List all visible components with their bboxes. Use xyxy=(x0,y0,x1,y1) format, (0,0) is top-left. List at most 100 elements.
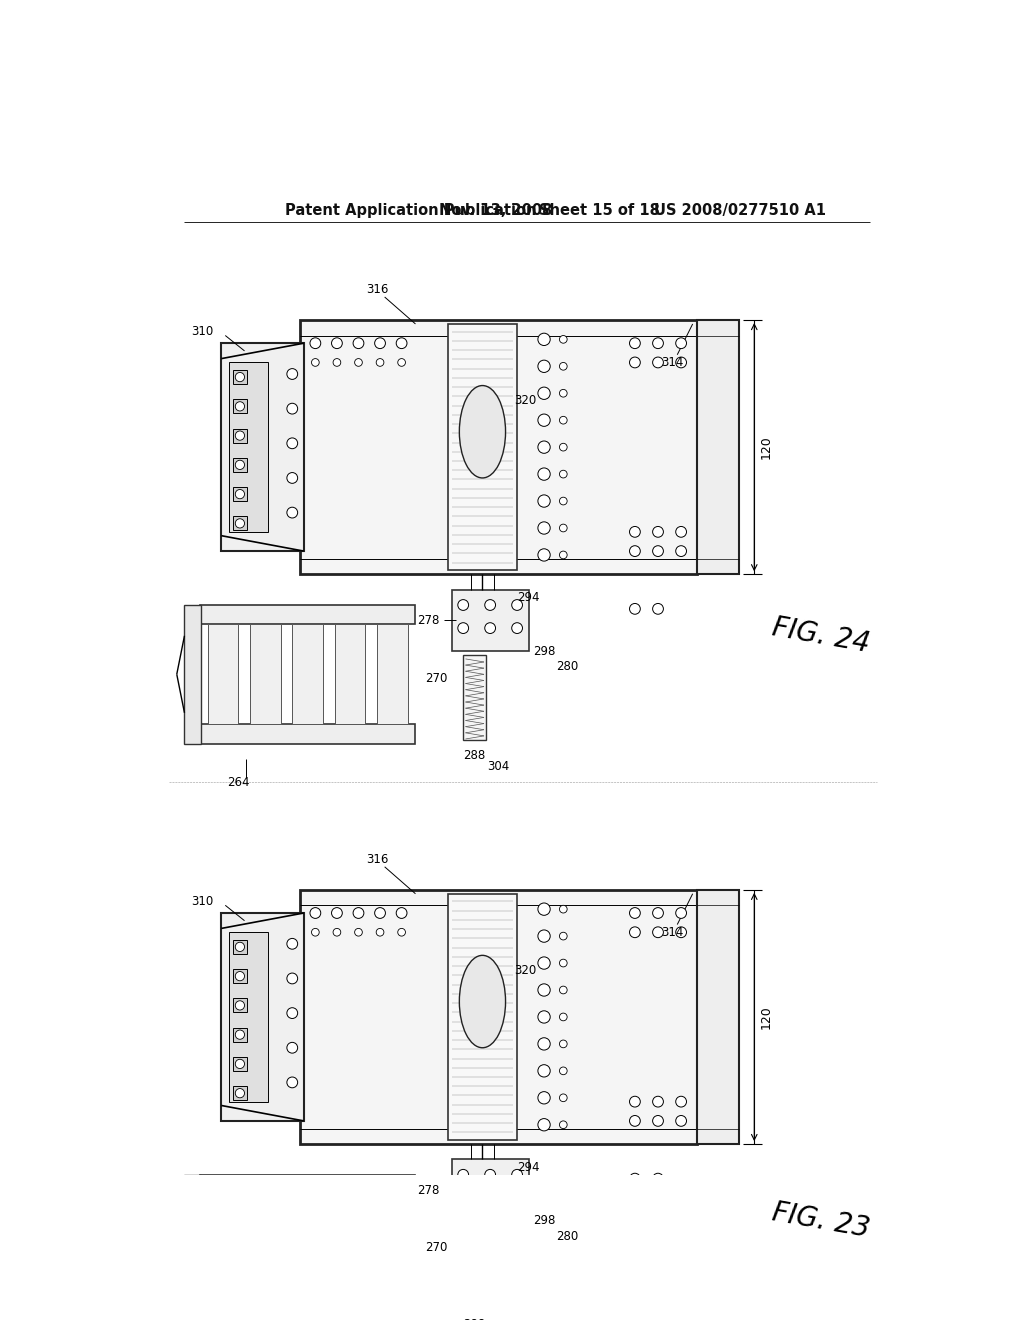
Circle shape xyxy=(676,927,686,937)
Bar xyxy=(335,1195,366,1294)
Circle shape xyxy=(559,932,567,940)
Circle shape xyxy=(538,469,550,480)
Circle shape xyxy=(287,1077,298,1088)
Bar xyxy=(200,725,416,743)
Circle shape xyxy=(652,927,664,937)
Circle shape xyxy=(236,490,245,499)
Circle shape xyxy=(652,545,664,557)
Circle shape xyxy=(287,368,298,379)
Circle shape xyxy=(676,545,686,557)
Text: 310: 310 xyxy=(191,895,214,908)
Text: FIG. 24: FIG. 24 xyxy=(770,614,871,659)
Circle shape xyxy=(287,507,298,517)
Circle shape xyxy=(538,495,550,507)
Bar xyxy=(233,998,247,1012)
Bar xyxy=(292,1195,323,1294)
Circle shape xyxy=(630,1115,640,1126)
Circle shape xyxy=(353,338,364,348)
Circle shape xyxy=(236,519,245,528)
Circle shape xyxy=(538,441,550,453)
Bar xyxy=(452,590,528,651)
Circle shape xyxy=(236,432,245,441)
Bar xyxy=(200,605,416,624)
Circle shape xyxy=(559,986,567,994)
Circle shape xyxy=(559,906,567,913)
Circle shape xyxy=(397,928,406,936)
Circle shape xyxy=(236,942,245,952)
Circle shape xyxy=(236,972,245,981)
Circle shape xyxy=(559,1040,567,1048)
Circle shape xyxy=(538,333,550,346)
Bar xyxy=(447,894,517,1140)
Circle shape xyxy=(287,1043,298,1053)
Bar xyxy=(184,605,202,743)
Bar xyxy=(377,624,408,725)
Circle shape xyxy=(559,416,567,424)
Circle shape xyxy=(538,387,550,400)
Circle shape xyxy=(559,335,567,343)
Circle shape xyxy=(333,359,341,367)
Circle shape xyxy=(538,360,550,372)
Circle shape xyxy=(512,599,522,610)
Text: US 2008/0277510 A1: US 2008/0277510 A1 xyxy=(654,203,826,218)
Bar xyxy=(292,624,323,725)
Text: 288: 288 xyxy=(464,748,485,762)
Bar xyxy=(221,913,304,1121)
Circle shape xyxy=(512,623,522,634)
Text: 310: 310 xyxy=(191,325,214,338)
Bar xyxy=(229,363,267,532)
Circle shape xyxy=(236,1001,245,1010)
Circle shape xyxy=(311,928,319,936)
Circle shape xyxy=(310,338,321,348)
Circle shape xyxy=(287,438,298,449)
Text: 294: 294 xyxy=(517,1160,540,1173)
Bar xyxy=(233,1086,247,1100)
Circle shape xyxy=(559,1014,567,1020)
Circle shape xyxy=(676,1115,686,1126)
Circle shape xyxy=(630,927,640,937)
Text: Nov. 13, 2008: Nov. 13, 2008 xyxy=(438,203,552,218)
Text: 298: 298 xyxy=(532,644,555,657)
Circle shape xyxy=(538,929,550,942)
Circle shape xyxy=(484,1192,496,1204)
Circle shape xyxy=(396,908,407,919)
Bar xyxy=(696,890,739,1144)
Circle shape xyxy=(538,1065,550,1077)
Circle shape xyxy=(652,358,664,368)
Bar xyxy=(229,932,267,1102)
Circle shape xyxy=(538,983,550,997)
Circle shape xyxy=(538,1011,550,1023)
Text: 314: 314 xyxy=(660,356,683,370)
Bar xyxy=(250,624,281,725)
Circle shape xyxy=(512,1170,522,1180)
Circle shape xyxy=(652,527,664,537)
Circle shape xyxy=(376,359,384,367)
Text: 278: 278 xyxy=(418,1184,439,1197)
Text: 120: 120 xyxy=(760,436,772,459)
Bar xyxy=(696,321,739,574)
Circle shape xyxy=(512,1192,522,1204)
Bar xyxy=(233,1057,247,1071)
Text: 314: 314 xyxy=(660,925,683,939)
Circle shape xyxy=(287,939,298,949)
Text: 264: 264 xyxy=(227,776,250,788)
Circle shape xyxy=(676,1096,686,1107)
Circle shape xyxy=(354,359,362,367)
Bar xyxy=(335,624,366,725)
Circle shape xyxy=(236,1030,245,1039)
Circle shape xyxy=(630,603,640,614)
Circle shape xyxy=(630,358,640,368)
Text: 120: 120 xyxy=(760,1005,772,1028)
Circle shape xyxy=(287,473,298,483)
Bar xyxy=(184,1175,202,1313)
Circle shape xyxy=(652,603,664,614)
Circle shape xyxy=(538,1092,550,1104)
Text: 278: 278 xyxy=(418,614,439,627)
Bar xyxy=(452,1159,528,1221)
Circle shape xyxy=(236,1059,245,1069)
Bar xyxy=(447,323,517,570)
Circle shape xyxy=(559,470,567,478)
Bar xyxy=(233,370,247,384)
Circle shape xyxy=(396,338,407,348)
Circle shape xyxy=(559,1067,567,1074)
